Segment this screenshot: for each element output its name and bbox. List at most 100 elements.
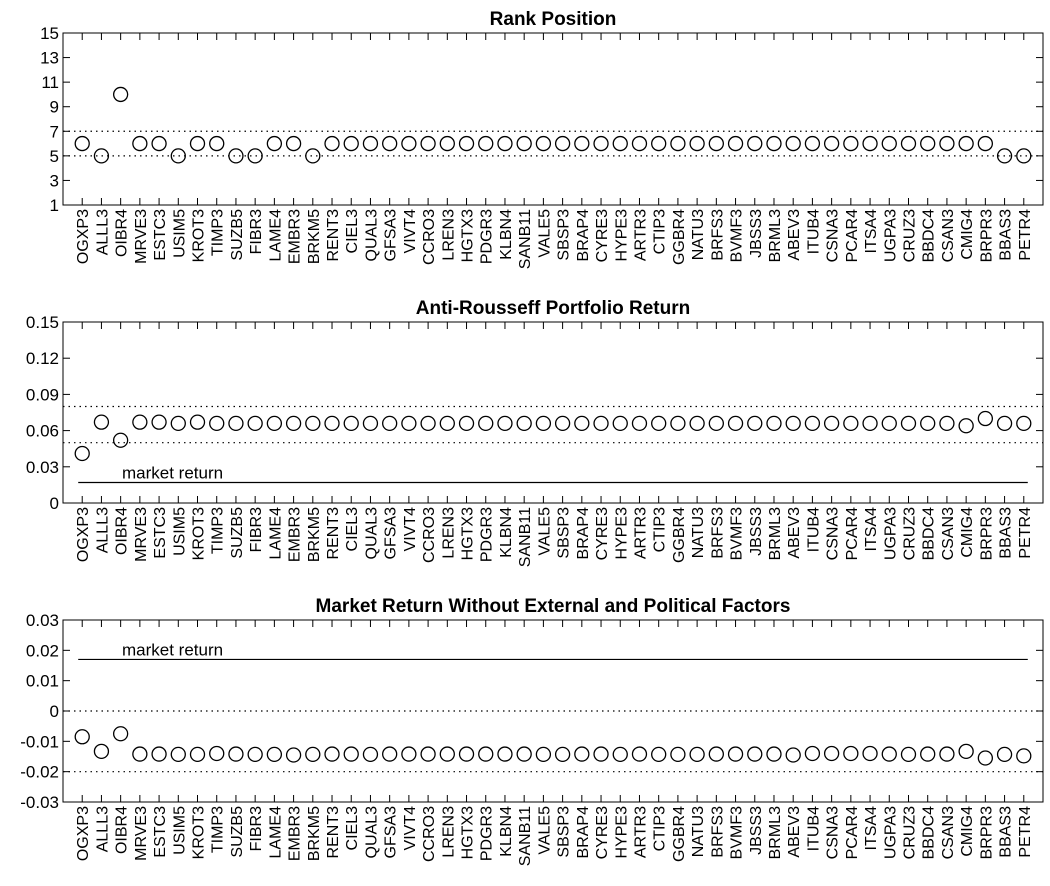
data-point [862,745,878,762]
x-category-label: ITSA4 [863,806,880,851]
x-category-label: PCAR4 [844,209,861,262]
x-category-label: BBDC4 [921,209,938,262]
y-tick-label: 3 [50,171,59,190]
y-tick-label: 15 [40,24,59,43]
x-category-label: CMIG4 [959,507,976,558]
data-point [439,746,455,762]
data-point [977,135,994,152]
y-tick-label: 5 [50,147,59,166]
x-category-label: QUAL3 [363,209,380,262]
x-category-label: JBSS3 [748,507,765,556]
y-tick-label: 0.15 [26,313,59,332]
x-category-label: CSNA3 [825,507,842,560]
data-point [727,746,744,762]
y-tick-label: -0.02 [20,763,59,782]
x-category-label: CCRO3 [421,507,438,563]
data-point [151,746,167,762]
x-category-label: MRVE3 [133,507,150,562]
data-point [939,135,955,152]
data-point [324,135,340,152]
x-category-label: NATU3 [690,209,707,260]
x-category-label: BVMF3 [729,806,746,859]
x-category-label: KLBN4 [498,209,515,260]
x-category-label: SANB11 [517,209,534,269]
data-point [939,746,955,762]
chart-title: Rank Position [490,9,617,30]
x-category-label: LREN3 [440,209,457,261]
x-category-label: PDGR3 [479,209,496,264]
x-category-label: EMBR3 [287,806,304,861]
data-point [285,415,302,432]
data-point [343,415,359,432]
x-category-label: SUZB5 [229,806,246,858]
data-point [554,135,571,152]
x-category-label: PCAR4 [844,507,861,560]
x-category-label: MRVE3 [133,209,150,264]
x-category-label: CYRE3 [594,806,611,859]
y-tick-label: -0.03 [20,793,59,812]
x-category-label: OGXP3 [75,806,92,861]
x-category-label: BRFS3 [709,806,726,858]
x-category-label: USIM5 [171,507,188,556]
x-category-label: NATU3 [690,507,707,558]
x-category-label: USIM5 [171,209,188,258]
data-point [382,746,398,762]
data-point [170,415,186,432]
data-point [689,746,705,763]
x-category-label: PCAR4 [844,806,861,859]
x-category-label: GFSA3 [383,507,400,560]
x-category-label: ARTR3 [632,806,649,858]
data-point [900,746,917,763]
x-category-label: JBSS3 [748,806,765,855]
data-point [362,135,379,152]
data-point [228,148,244,164]
x-category-label: BRPR3 [978,806,995,859]
data-point [593,415,609,432]
x-category-label: UGPA3 [882,806,899,859]
data-point [382,135,398,152]
x-category-label: CIEL3 [344,806,361,851]
data-point [74,135,90,152]
x-category-label: CCRO3 [421,209,438,265]
x-category-label: FIBR3 [248,507,265,552]
x-category-label: PETR4 [1017,507,1034,559]
x-category-label: LREN3 [440,507,457,559]
x-category-label: BRFS3 [709,209,726,261]
x-category-label: OIBR4 [114,806,131,854]
data-point [900,135,917,152]
data-point [766,746,782,762]
data-point [554,746,571,763]
x-category-label: KLBN4 [498,806,515,857]
x-category-label: JBSS3 [748,209,765,258]
data-point [516,135,532,152]
x-category-label: GGBR4 [671,806,688,862]
data-point [843,745,859,762]
x-category-label: LREN3 [440,806,457,858]
x-category-label: SUZB5 [229,507,246,559]
x-category-label: ALLL3 [94,806,111,852]
data-point [708,135,724,152]
chart-panel-2: Anti-Rousseff Portfolio Return 0 0.03 0.06 0… [26,298,1044,567]
x-category-label: ABEV3 [786,806,803,858]
x-category-label: ITSA4 [863,507,880,552]
data-point [612,746,628,763]
y-tick-label: 0 [50,494,59,513]
x-category-label: SUZB5 [229,209,246,261]
data-point [458,746,475,762]
x-category-label: BRAP4 [575,806,592,859]
x-category-label: LAME4 [267,209,284,262]
x-category-label: BBAS3 [998,806,1015,858]
data-point [1016,748,1032,764]
data-point [170,746,186,763]
data-point [74,445,90,462]
chart-panel-3: Market Return Without External and Polit… [20,596,1044,866]
data-point [958,135,974,152]
x-category-label: KROT3 [191,209,208,262]
x-category-label: UGPA3 [882,507,899,560]
x-category-label: KLBN4 [498,507,515,558]
x-category-label: PETR4 [1017,209,1034,261]
data-point [401,746,417,762]
data-point [593,135,609,152]
data-point [881,746,897,762]
